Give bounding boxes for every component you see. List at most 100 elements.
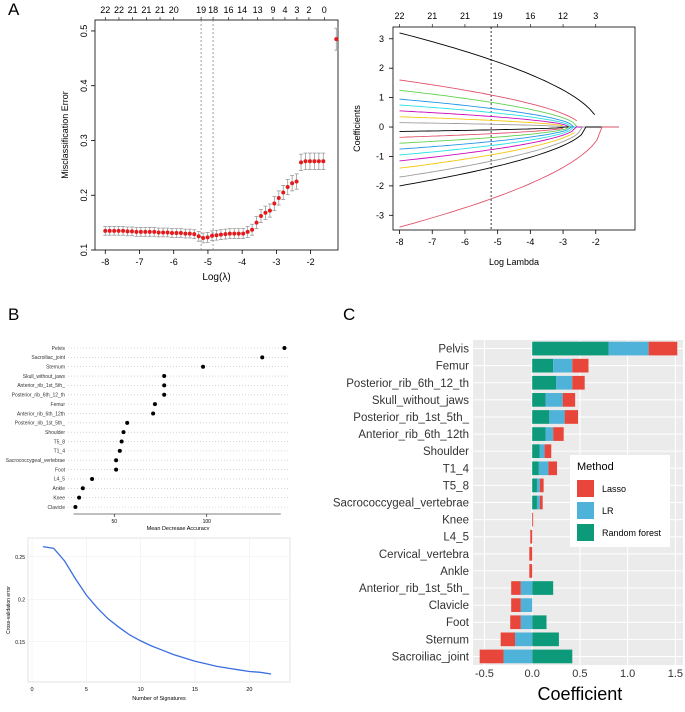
data-point bbox=[267, 208, 272, 213]
data-point bbox=[303, 159, 308, 164]
coefficient-path bbox=[399, 98, 619, 128]
category-label: Posterior_rib_6th_12_th bbox=[12, 393, 66, 399]
top-tick-label: 0 bbox=[322, 5, 327, 15]
coefficient-path bbox=[399, 32, 596, 115]
x-tick-label: 20 bbox=[246, 687, 252, 693]
legend-title: Method bbox=[577, 461, 614, 473]
category-label: Posterior_rib_1st_5th_ bbox=[15, 421, 66, 427]
importance-point bbox=[162, 374, 167, 379]
x-tick-label: -8 bbox=[396, 237, 404, 247]
x-axis-title: Coefficient bbox=[538, 684, 623, 704]
lasso-cv-error-chart: -8 -7 -6 -5 -4 -3 -20.10.20.30.40.522 22 21 21 21 2… bbox=[60, 5, 339, 283]
coefficient-path bbox=[399, 104, 619, 128]
bar-segment bbox=[532, 649, 573, 664]
bar-segment bbox=[532, 632, 559, 647]
y-axis-title: Cross-validation error bbox=[6, 586, 12, 634]
importance-point bbox=[162, 383, 167, 388]
category-label: T1_4 bbox=[54, 449, 66, 455]
data-point bbox=[250, 227, 255, 232]
coefficient-path bbox=[399, 126, 619, 156]
data-point bbox=[116, 228, 121, 233]
category-label: Shoulder bbox=[45, 430, 65, 436]
top-tick-label: 21 bbox=[141, 5, 151, 15]
bar-segment bbox=[532, 461, 539, 476]
cv-error-line bbox=[42, 545, 272, 675]
importance-point bbox=[152, 402, 157, 407]
bar-segment bbox=[532, 375, 557, 390]
x-tick-label: 1.5 bbox=[668, 668, 683, 680]
top-tick-label: 14 bbox=[237, 5, 247, 15]
x-tick-label: 50 bbox=[111, 519, 117, 525]
coefficient-path bbox=[399, 79, 578, 122]
y-tick-label: -2 bbox=[376, 181, 384, 191]
importance-point bbox=[114, 467, 119, 472]
data-point bbox=[121, 228, 126, 233]
data-point bbox=[129, 229, 134, 234]
category-label: Sacrococcygeal_vertebrae bbox=[6, 458, 65, 464]
data-point bbox=[192, 232, 197, 237]
bar-segment bbox=[544, 444, 552, 459]
x-axis-title: Mean Decrease Accuracy bbox=[147, 526, 210, 530]
top-tick-label: 4 bbox=[282, 5, 287, 15]
plot-panel bbox=[27, 537, 291, 683]
category-label: Femur bbox=[436, 361, 469, 373]
y-tick-label: 0.1 bbox=[79, 244, 89, 257]
category-label: Ankle bbox=[52, 486, 65, 492]
data-point bbox=[138, 229, 143, 234]
category-label: Knee bbox=[442, 515, 469, 527]
x-tick-label: -2 bbox=[592, 237, 600, 247]
x-tick-label: -6 bbox=[170, 257, 178, 267]
coefficient-path bbox=[399, 126, 619, 178]
data-point bbox=[227, 231, 232, 236]
category-label: Sternum bbox=[426, 634, 469, 646]
bar-segment bbox=[529, 564, 533, 578]
data-point bbox=[223, 232, 228, 237]
top-tick-label: 2 bbox=[306, 5, 311, 15]
data-point bbox=[112, 228, 117, 233]
x-tick-label: -5 bbox=[494, 237, 502, 247]
bar-segment bbox=[536, 478, 540, 493]
legend-swatch bbox=[577, 502, 594, 519]
x-tick-label: -4 bbox=[526, 237, 534, 247]
x-tick-label: -4 bbox=[238, 257, 246, 267]
top-tick-label: 12 bbox=[558, 11, 568, 21]
category-label: Posterior_rib_6th_12_th bbox=[346, 378, 469, 390]
top-tick-label: 22 bbox=[395, 11, 405, 21]
data-point bbox=[254, 220, 259, 225]
data-point bbox=[294, 179, 299, 184]
bar-segment bbox=[556, 375, 573, 390]
data-point bbox=[272, 201, 277, 206]
x-tick-label: -2 bbox=[307, 257, 315, 267]
y-tick-label: 3 bbox=[379, 34, 384, 44]
bar-segment bbox=[532, 427, 546, 441]
bar-segment bbox=[515, 632, 533, 647]
data-point bbox=[285, 185, 290, 190]
bar-segment bbox=[562, 393, 576, 407]
x-tick-label: 15 bbox=[192, 687, 198, 693]
x-tick-label: 1.0 bbox=[620, 668, 635, 680]
category-label: Sacrococcygeal_vertebrae bbox=[333, 498, 469, 510]
category-label: T5_8 bbox=[443, 480, 469, 492]
bar-segment bbox=[532, 581, 554, 595]
category-label: Knee bbox=[53, 495, 65, 501]
data-point bbox=[205, 235, 210, 240]
category-label: Sternum bbox=[46, 365, 65, 371]
bar-segment bbox=[539, 478, 544, 493]
bar-segment bbox=[532, 495, 537, 510]
data-point bbox=[103, 228, 108, 233]
data-point bbox=[258, 214, 263, 219]
bar-segment bbox=[530, 529, 533, 544]
bar-segment bbox=[532, 615, 547, 630]
bar-segment bbox=[520, 598, 533, 612]
category-label: T5_8 bbox=[54, 439, 66, 445]
top-tick-label: 9 bbox=[270, 5, 275, 15]
bar-segment bbox=[529, 546, 533, 561]
category-label: L4_5 bbox=[54, 477, 65, 483]
plot-frame bbox=[94, 19, 339, 251]
data-point bbox=[321, 159, 326, 164]
bar-segment bbox=[545, 427, 554, 441]
category-label: Shoulder bbox=[423, 446, 469, 458]
legend-label: Lasso bbox=[602, 484, 626, 494]
data-point bbox=[170, 231, 175, 236]
category-label: Sacroiliac_joint bbox=[31, 355, 65, 361]
